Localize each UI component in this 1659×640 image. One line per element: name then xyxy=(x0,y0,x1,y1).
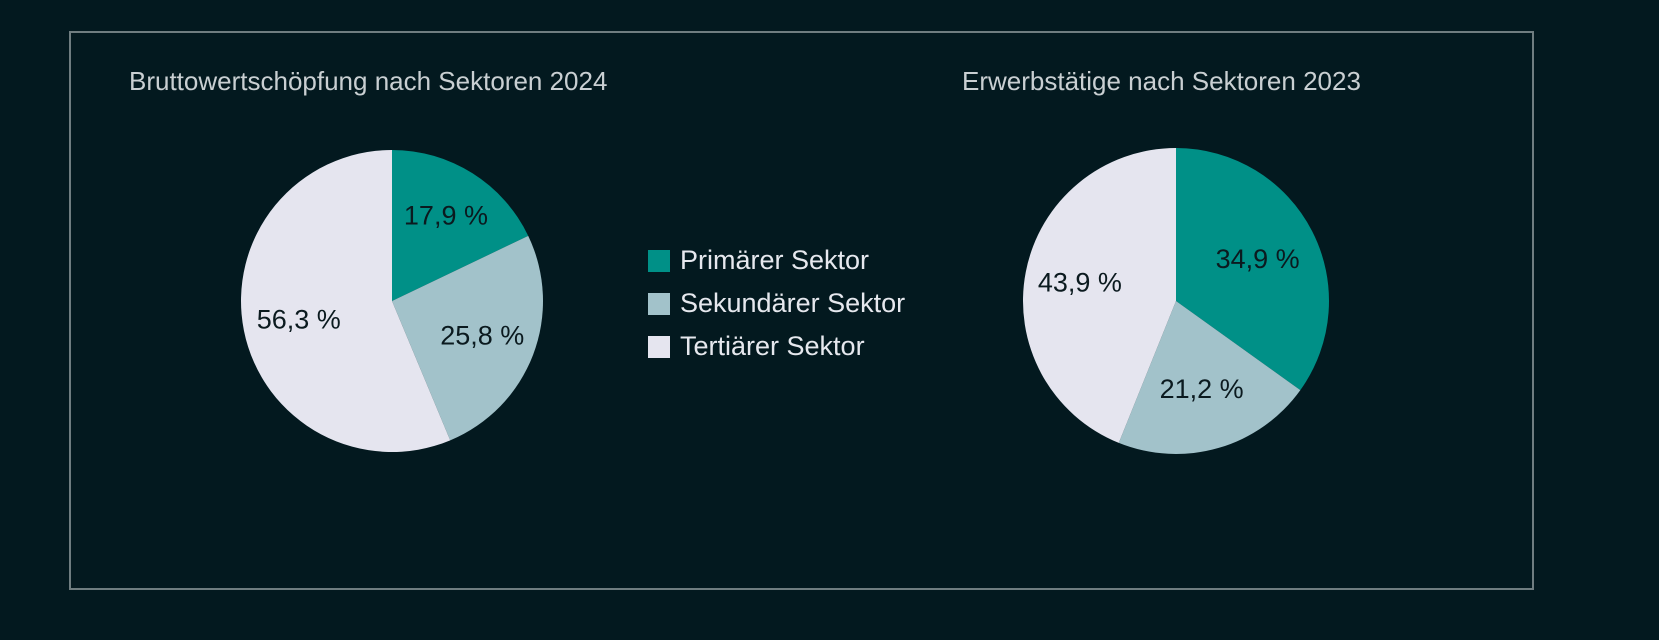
legend-item-secondary: Sekundärer Sektor xyxy=(648,282,905,325)
chart-title-value-added: Bruttowertschöpfung nach Sektoren 2024 xyxy=(129,66,608,96)
legend: Primärer Sektor Sekundärer Sektor Tertiä… xyxy=(648,239,905,368)
legend-swatch-secondary xyxy=(648,292,670,315)
slice-tertiary-2023 xyxy=(1023,148,1176,443)
slice-primary-2024 xyxy=(392,150,529,301)
slice-secondary-2023 xyxy=(1118,301,1301,454)
data-label-secondary-1: 21,2 % xyxy=(1160,374,1244,404)
legend-label-primary: Primärer Sektor xyxy=(680,245,870,275)
chart-title-employment: Erwerbstätige nach Sektoren 2023 xyxy=(962,66,1361,96)
data-label-primary-0: 17,9 % xyxy=(404,200,488,230)
data-label-secondary-0: 25,8 % xyxy=(440,320,524,350)
slice-secondary-2024 xyxy=(392,235,543,441)
slice-tertiary-2024 xyxy=(240,150,451,452)
legend-swatch-primary xyxy=(648,249,670,272)
legend-label-tertiary: Tertiärer Sektor xyxy=(680,331,865,361)
legend-swatch-tertiary xyxy=(648,335,670,358)
data-label-primary-1: 34,9 % xyxy=(1216,244,1300,274)
data-label-tertiary-0: 56,3 % xyxy=(257,305,341,335)
legend-item-tertiary: Tertiärer Sektor xyxy=(648,325,905,368)
legend-label-secondary: Sekundärer Sektor xyxy=(680,288,906,318)
chart-frame xyxy=(69,31,1534,590)
legend-item-primary: Primärer Sektor xyxy=(648,239,905,282)
slice-primary-2023 xyxy=(1176,148,1329,391)
data-label-tertiary-1: 43,9 % xyxy=(1038,267,1122,297)
